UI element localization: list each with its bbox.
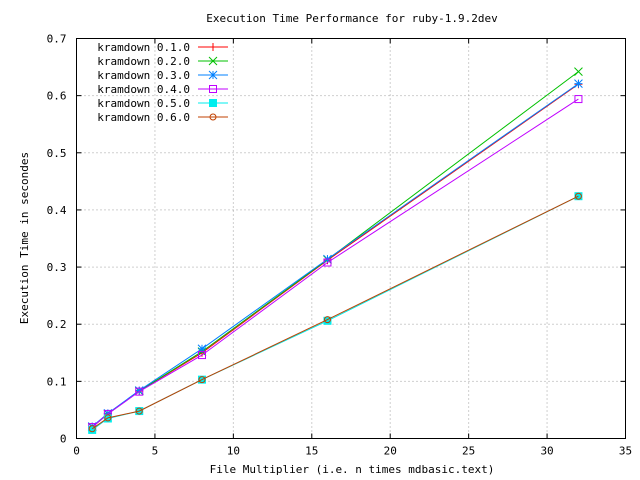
y-tick-label: 0.3 [47,261,67,274]
data-point-4-0 [88,425,97,434]
y-tick-label: 0.7 [47,33,67,46]
legend-swatch-marker [209,85,217,93]
data-point-5-0 [88,425,96,433]
y-tick-label: 0.2 [47,318,67,331]
axes [76,38,626,439]
legend-label: kramdown 0.5.0 [97,97,190,110]
x-tick-label: 25 [462,445,475,458]
legend-entry-2: kramdown 0.3.0 [97,69,228,82]
data-point-5-5 [574,192,582,200]
legend-label: kramdown 0.6.0 [97,111,190,124]
data-point-5-4 [323,316,331,324]
data-point-1-5 [574,67,583,76]
series-5 [88,192,582,433]
series-group [87,67,583,434]
plot-frame [76,38,626,439]
y-axis-label: Execution Time in secondes [18,152,31,324]
legend-entry-5: kramdown 0.6.0 [97,111,228,124]
y-tick-label: 0.5 [47,147,67,160]
data-point-3-3 [197,351,206,360]
y-tick-label: 0.1 [47,375,67,388]
data-point-3-2 [135,387,144,396]
x-tick-label: 10 [227,445,240,458]
x-tick-label: 5 [152,445,159,458]
legend-label: kramdown 0.3.0 [97,69,190,82]
y-tick-label: 0.4 [47,204,67,217]
legend-entry-0: kramdown 0.1.0 [97,41,228,54]
x-tick-label: 20 [384,445,397,458]
legend-swatch-marker [209,99,217,107]
data-point-2-5 [574,79,583,88]
legend-entry-4: kramdown 0.5.0 [97,97,228,110]
x-tick-label: 0 [73,445,80,458]
legend-entry-1: kramdown 0.2.0 [97,55,228,68]
legend-entry-3: kramdown 0.4.0 [97,83,228,96]
data-point-5-1 [104,414,112,422]
legend-swatch-marker [209,113,217,121]
x-tick-label: 35 [619,445,632,458]
x-tick-label: 30 [540,445,553,458]
x-tick-label: 15 [305,445,318,458]
data-point-3-5 [574,95,583,104]
x-axis-label: File Multiplier (i.e. n times mdbasic.te… [210,463,495,476]
y-tick-label: 0 [60,433,67,446]
tick-labels: 0 5 10 15 20 25 30 35 0 0.1 0.2 0.3 0.4 0.5 0.6 0.7 [47,33,633,458]
legend-label: kramdown 0.4.0 [97,83,190,96]
legend-label: kramdown 0.1.0 [97,41,190,54]
grid [76,38,626,439]
data-point-5-3 [198,376,206,384]
y-tick-label: 0.6 [47,90,67,103]
legend-swatch-marker [209,43,217,51]
chart-title: Execution Time Performance for ruby-1.9.… [206,12,498,25]
legend-swatch-marker [208,70,218,80]
data-point-3-4 [323,258,332,267]
legend-label: kramdown 0.2.0 [97,55,190,68]
data-point-5-2 [135,407,143,415]
legend-swatch-marker [208,56,218,66]
